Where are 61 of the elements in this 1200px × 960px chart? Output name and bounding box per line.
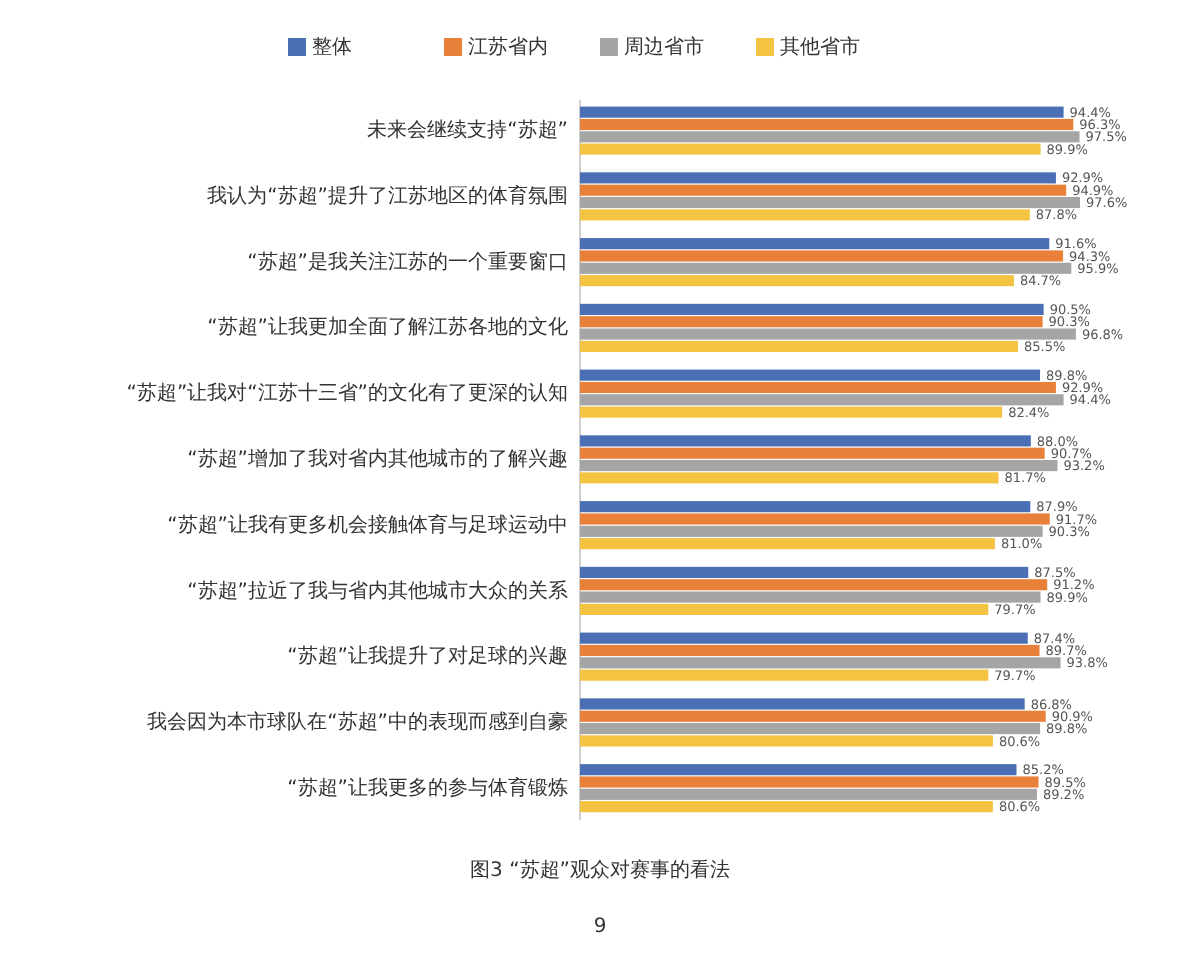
bar	[580, 184, 1067, 196]
bar	[580, 143, 1041, 155]
legend-label: 江苏省内	[468, 35, 548, 59]
bar	[580, 447, 1045, 459]
bar	[580, 250, 1064, 262]
y-tick-label: “苏超”是我关注江苏的一个重要窗口	[247, 249, 568, 274]
bar	[580, 460, 1058, 472]
bar	[580, 698, 1025, 710]
bar	[580, 591, 1041, 603]
y-tick-label: “苏超”让我更加全面了解江苏各地的文化	[207, 315, 568, 340]
y-tick-label: 我会因为本市球队在“苏超”中的表现而感到自豪	[147, 710, 568, 735]
bar	[580, 209, 1030, 221]
bar	[580, 369, 1041, 381]
bar	[580, 566, 1029, 578]
legend-label: 其他省市	[780, 35, 860, 59]
bar	[580, 579, 1048, 591]
y-tick-label: “苏超”拉近了我与省内其他城市大众的关系	[187, 578, 568, 603]
bar	[580, 644, 1040, 657]
bar	[580, 723, 1041, 735]
bar	[580, 381, 1056, 394]
bar	[580, 764, 1017, 776]
bar	[580, 801, 993, 813]
caption: 图3 “苏超”观众对赛事的看法	[470, 858, 730, 882]
legend-label: 整体	[312, 35, 352, 59]
bar	[580, 316, 1043, 328]
bar	[580, 513, 1050, 525]
bar	[580, 669, 989, 681]
y-tick-label: 未来会继续支持“苏超”	[367, 118, 568, 143]
y-tick-label: “苏超”让我有更多机会接触体育与足球运动中	[167, 512, 568, 537]
bar	[580, 262, 1072, 274]
bar	[580, 196, 1080, 209]
legend-label: 周边省市	[624, 35, 704, 59]
y-tick-label: 我认为“苏超”提升了江苏地区的体育氛围	[207, 183, 568, 208]
bar	[580, 603, 989, 615]
bar	[580, 118, 1074, 131]
bar	[580, 406, 1003, 418]
bar	[580, 632, 1028, 644]
bar	[580, 657, 1061, 669]
text: 9	[593, 916, 607, 938]
bar	[580, 776, 1039, 788]
bar	[580, 394, 1064, 406]
bar	[580, 435, 1031, 447]
bar	[580, 501, 1031, 513]
bar	[580, 710, 1046, 722]
bar	[580, 172, 1056, 184]
bar	[580, 131, 1080, 143]
bar	[580, 735, 993, 747]
bar	[580, 275, 1014, 287]
y-tick-label: “苏超”让我更多的参与体育锻炼	[287, 775, 568, 800]
y-tick-label: “苏超”让我提升了对足球的兴趣	[287, 644, 568, 669]
bar	[580, 538, 995, 550]
y-tick-label: “苏超”增加了我对省内其他城市的了解兴趣	[187, 447, 568, 471]
bar	[580, 106, 1064, 118]
bar	[580, 238, 1050, 250]
bar	[580, 472, 999, 484]
bar	[580, 340, 1019, 352]
bar	[580, 525, 1043, 537]
bar	[580, 328, 1076, 340]
y-tick-label: “苏超”让我对“江苏十三省”的文化有了更深的认知	[126, 381, 568, 406]
bar	[580, 303, 1044, 315]
bar	[580, 788, 1037, 800]
